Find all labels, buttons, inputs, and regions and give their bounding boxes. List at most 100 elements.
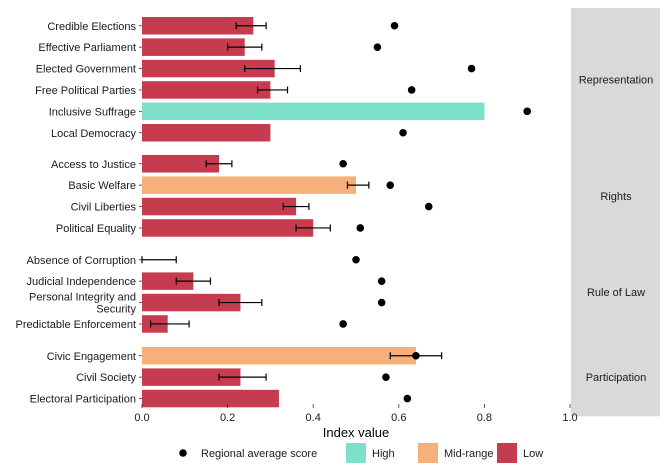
legend: Regional average score High Mid-range Low (179, 443, 543, 463)
data-row: Electoral Participation (30, 389, 412, 408)
legend-label: Mid-range (444, 448, 494, 460)
row-label: Predictable Enforcement (16, 319, 136, 331)
x-tick-label: 0.2 (220, 412, 235, 424)
regional-average-dot (386, 181, 395, 189)
data-row: Access to Justice (51, 155, 347, 173)
row-label: Civil Liberties (71, 202, 137, 214)
facet-panel: Participation Civic Engagement Civil Socie… (30, 338, 660, 417)
data-row: Effective Parliament (38, 38, 382, 56)
row-label: Elected Government (36, 64, 136, 76)
facet-strip-label: Participation (586, 372, 647, 384)
row-label-line: Access to Justice (51, 159, 136, 171)
bar (142, 389, 279, 408)
bar (142, 219, 314, 237)
row-label: Civil Society (76, 372, 136, 384)
data-row: Civil Liberties (71, 197, 433, 216)
legend-dot-icon (179, 449, 187, 457)
facet-panel: Representation Credible Elections Effectiv… (35, 8, 660, 151)
regional-average-dot (339, 320, 347, 328)
bar (142, 59, 275, 78)
data-row: Civic Engagement (47, 347, 443, 365)
row-label: Basic Welfare (68, 180, 136, 192)
row-label-line: Electoral Participation (30, 394, 136, 406)
regional-average-dot (412, 351, 420, 360)
row-label-line: Inclusive Suffrage (49, 106, 136, 118)
row-label-line: Personal Integrity and (29, 292, 136, 304)
bar (142, 155, 220, 173)
bar (142, 102, 485, 121)
facet-strip (571, 242, 660, 342)
regional-average-dot (339, 159, 347, 168)
row-label-line: Civil Liberties (71, 202, 137, 214)
row-label: Judicial Independence (27, 276, 136, 288)
regional-average-dot (382, 373, 390, 381)
legend-swatch (497, 443, 517, 463)
bar (142, 176, 356, 194)
data-row: Elected Government (36, 59, 476, 78)
data-row: Absence of Corruption (27, 255, 360, 267)
data-row: Local Democracy (51, 124, 407, 142)
row-label: Electoral Participation (30, 394, 136, 406)
legend-label: Low (523, 448, 543, 460)
row-label-line: Local Democracy (51, 128, 136, 140)
facet-strip-label: Rule of Law (587, 287, 645, 299)
regional-average-dot (467, 64, 476, 73)
data-row: Political Equality (56, 219, 365, 237)
row-label: Political Equality (56, 223, 137, 235)
data-row: Basic Welfare (68, 176, 395, 194)
row-label-line: Predictable Enforcement (16, 319, 136, 331)
facet-strip-label: Representation (579, 74, 654, 86)
row-label-line: Political Equality (56, 223, 137, 235)
x-tick-label: 0.8 (477, 412, 492, 424)
row-label: Local Democracy (51, 128, 136, 140)
data-row: Judicial Independence (27, 272, 386, 290)
bar (142, 293, 241, 312)
facet-panel: Rights Access to Justice Basic Welfare Civi… (51, 146, 660, 246)
regional-average-dot (399, 128, 407, 137)
row-label-line: Judicial Independence (27, 276, 136, 288)
data-row: Predictable Enforcement (16, 315, 347, 333)
legend-dot-label: Regional average score (201, 448, 317, 460)
bar (142, 81, 271, 99)
regional-average-dot (407, 86, 416, 94)
regional-average-dot (352, 255, 360, 264)
row-label-line: Civil Society (76, 372, 136, 384)
panels-layer: Representation Credible Elections Effectiv… (16, 8, 660, 417)
regional-average-dot (403, 394, 412, 403)
bar (142, 347, 416, 365)
row-label: Credible Elections (47, 21, 136, 33)
x-tick-label: 0.4 (306, 412, 321, 424)
x-tick-label: 0.0 (134, 412, 149, 424)
legend-label: High (372, 448, 395, 460)
x-tick-label: 1.0 (562, 412, 577, 424)
row-label: Access to Justice (51, 159, 136, 171)
row-label-line: Credible Elections (47, 21, 136, 33)
row-label-line: Civic Engagement (47, 351, 136, 363)
data-row: Free Political Parties (35, 81, 416, 99)
row-label: Free Political Parties (35, 85, 136, 97)
row-label: Effective Parliament (38, 42, 136, 54)
data-row: Civil Society (76, 368, 390, 386)
bar (142, 197, 297, 216)
regional-average-dot (373, 43, 382, 51)
legend-swatch (346, 443, 366, 463)
facet-strip (571, 8, 660, 151)
facet-strip (571, 338, 660, 417)
x-tick-label: 0.6 (391, 412, 406, 424)
legend-swatch (418, 443, 438, 463)
data-row: Personal Integrity and Security (29, 292, 386, 316)
facet-strip-label: Rights (600, 191, 632, 203)
x-axis-title: Index value (323, 425, 390, 440)
bar (142, 124, 271, 142)
data-row: Inclusive Suffrage (49, 102, 531, 121)
x-axis: Index value 0.0 0.2 0.4 0.6 0.8 1.0 (134, 404, 578, 440)
bar (142, 272, 194, 290)
row-label: Inclusive Suffrage (49, 106, 136, 118)
row-label-line: Effective Parliament (38, 42, 136, 54)
data-row: Credible Elections (47, 17, 399, 35)
row-label: Civic Engagement (47, 351, 136, 363)
bar (142, 368, 241, 386)
row-label-line: Free Political Parties (35, 85, 136, 97)
regional-average-dot (390, 21, 399, 30)
